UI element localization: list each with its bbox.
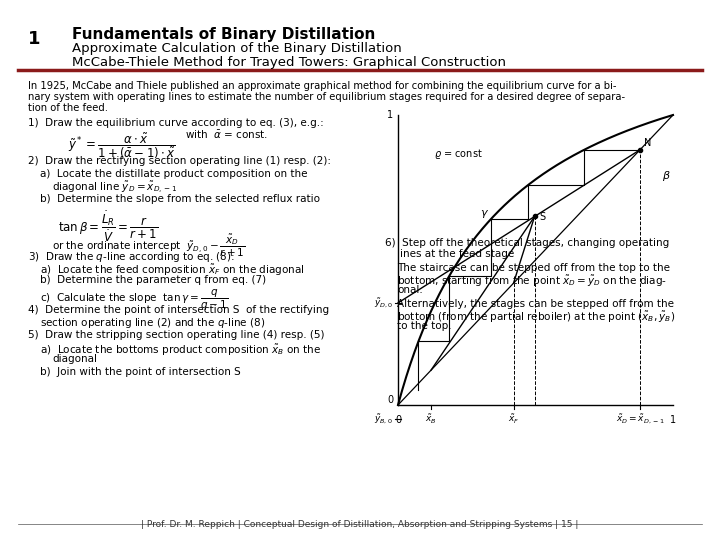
Text: with  $\bar{\alpha}$ = const.: with $\bar{\alpha}$ = const. <box>185 129 268 141</box>
Text: $\tilde{x}_B$: $\tilde{x}_B$ <box>426 413 437 426</box>
Text: Approximate Calculation of the Binary Distillation: Approximate Calculation of the Binary Di… <box>72 42 402 55</box>
Text: N: N <box>644 138 652 148</box>
Text: onal.: onal. <box>397 285 423 295</box>
Text: Alternatively, the stages can be stepped off from the: Alternatively, the stages can be stepped… <box>397 299 674 309</box>
Text: b)  Determine the slope from the selected reflux ratio: b) Determine the slope from the selected… <box>40 194 320 204</box>
Text: bottom, starting from the point $\tilde{x}_D = \tilde{y}_D$ on the diag-: bottom, starting from the point $\tilde{… <box>397 274 667 289</box>
Text: The staircase can be stepped off from the top to the: The staircase can be stepped off from th… <box>397 263 670 273</box>
Text: $\tilde{y}^* = \dfrac{\alpha \cdot \tilde{x}}{1+(\bar{\alpha}-1)\cdot \tilde{x}}: $\tilde{y}^* = \dfrac{\alpha \cdot \tild… <box>68 132 176 161</box>
Text: $\tilde{x}_F$: $\tilde{x}_F$ <box>508 413 519 426</box>
Text: 3)  Draw the $q$-line according to eq. (8):: 3) Draw the $q$-line according to eq. (8… <box>28 250 235 264</box>
Text: $\gamma$: $\gamma$ <box>480 208 490 220</box>
Text: c)  Calculate the slope  $\tan\gamma = \dfrac{q}{q-1}$: c) Calculate the slope $\tan\gamma = \df… <box>40 288 228 313</box>
Text: to the top.: to the top. <box>397 321 451 331</box>
Text: $\tilde{x}_D = \tilde{x}_{D,-1}$: $\tilde{x}_D = \tilde{x}_{D,-1}$ <box>616 413 665 426</box>
Text: 5)  Draw the stripping section operating line (4) resp. (5): 5) Draw the stripping section operating … <box>28 330 325 340</box>
Text: a)  Locate the feed composition $\tilde{x}_F$ on the diagonal: a) Locate the feed composition $\tilde{x… <box>40 263 305 278</box>
Text: nary system with operating lines to estimate the number of equilibrium stages re: nary system with operating lines to esti… <box>28 92 625 102</box>
Text: bottom (from the partial reboiler) at the point $(\tilde{x}_B, \tilde{y}_B)$: bottom (from the partial reboiler) at th… <box>397 310 675 325</box>
Text: $\tilde{y}_{B,0}$: $\tilde{y}_{B,0}$ <box>374 413 393 426</box>
Text: McCabe-Thiele Method for Trayed Towers: Graphical Construction: McCabe-Thiele Method for Trayed Towers: … <box>72 56 506 69</box>
Text: diagonal: diagonal <box>52 354 97 364</box>
Text: 4)  Determine the point of intersection S  of the rectifying: 4) Determine the point of intersection S… <box>28 305 329 315</box>
Text: 0: 0 <box>395 415 401 425</box>
Text: S: S <box>539 213 546 222</box>
Text: b)  Join with the point of intersection S: b) Join with the point of intersection S <box>40 367 240 377</box>
Text: diagonal line $\tilde{y}_D = \tilde{x}_{D,-1}$: diagonal line $\tilde{y}_D = \tilde{x}_{… <box>52 180 177 196</box>
Text: Fundamentals of Binary Distillation: Fundamentals of Binary Distillation <box>72 27 375 42</box>
Text: 2)  Draw the rectifying section operating line (1) resp. (2):: 2) Draw the rectifying section operating… <box>28 156 331 166</box>
Text: 0: 0 <box>387 395 393 405</box>
Text: 1: 1 <box>28 30 40 48</box>
Text: lines at the feed stage: lines at the feed stage <box>397 249 514 259</box>
Text: 1)  Draw the equilibrium curve according to eq. (3), e.g.:: 1) Draw the equilibrium curve according … <box>28 118 324 128</box>
Text: a)  Locate the bottoms product composition $\tilde{x}_B$ on the: a) Locate the bottoms product compositio… <box>40 343 321 358</box>
Text: a)  Locate the distillate product composition on the: a) Locate the distillate product composi… <box>40 169 307 179</box>
Text: 1: 1 <box>387 110 393 120</box>
Text: $\tan\beta = \dfrac{\dot{L}_R}{\dot{V}} = \dfrac{r}{r+1}$: $\tan\beta = \dfrac{\dot{L}_R}{\dot{V}} … <box>58 209 158 244</box>
Text: 6)  Step off the theoretical stages, changing operating: 6) Step off the theoretical stages, chan… <box>385 238 670 248</box>
Text: or the ordinate intercept  $\tilde{y}_{D,0} - \dfrac{\tilde{x}_D}{r+1}$: or the ordinate intercept $\tilde{y}_{D,… <box>52 233 246 259</box>
Text: $\varrho$ = const: $\varrho$ = const <box>433 147 482 161</box>
Text: b)  Determine the parameter q from eq. (7): b) Determine the parameter q from eq. (7… <box>40 275 266 285</box>
Text: section operating line (2) and the $q$-line (8): section operating line (2) and the $q$-l… <box>40 316 265 330</box>
Text: $\tilde{y}_{D,0}$: $\tilde{y}_{D,0}$ <box>374 296 393 310</box>
Text: In 1925, McCabe and Thiele published an approximate graphical method for combini: In 1925, McCabe and Thiele published an … <box>28 81 616 91</box>
Text: $\beta$: $\beta$ <box>662 169 671 183</box>
Text: 1: 1 <box>670 415 676 425</box>
Text: tion of the feed.: tion of the feed. <box>28 103 108 113</box>
Text: | Prof. Dr. M. Reppich | Conceptual Design of Distillation, Absorption and Strip: | Prof. Dr. M. Reppich | Conceptual Desi… <box>141 520 579 529</box>
